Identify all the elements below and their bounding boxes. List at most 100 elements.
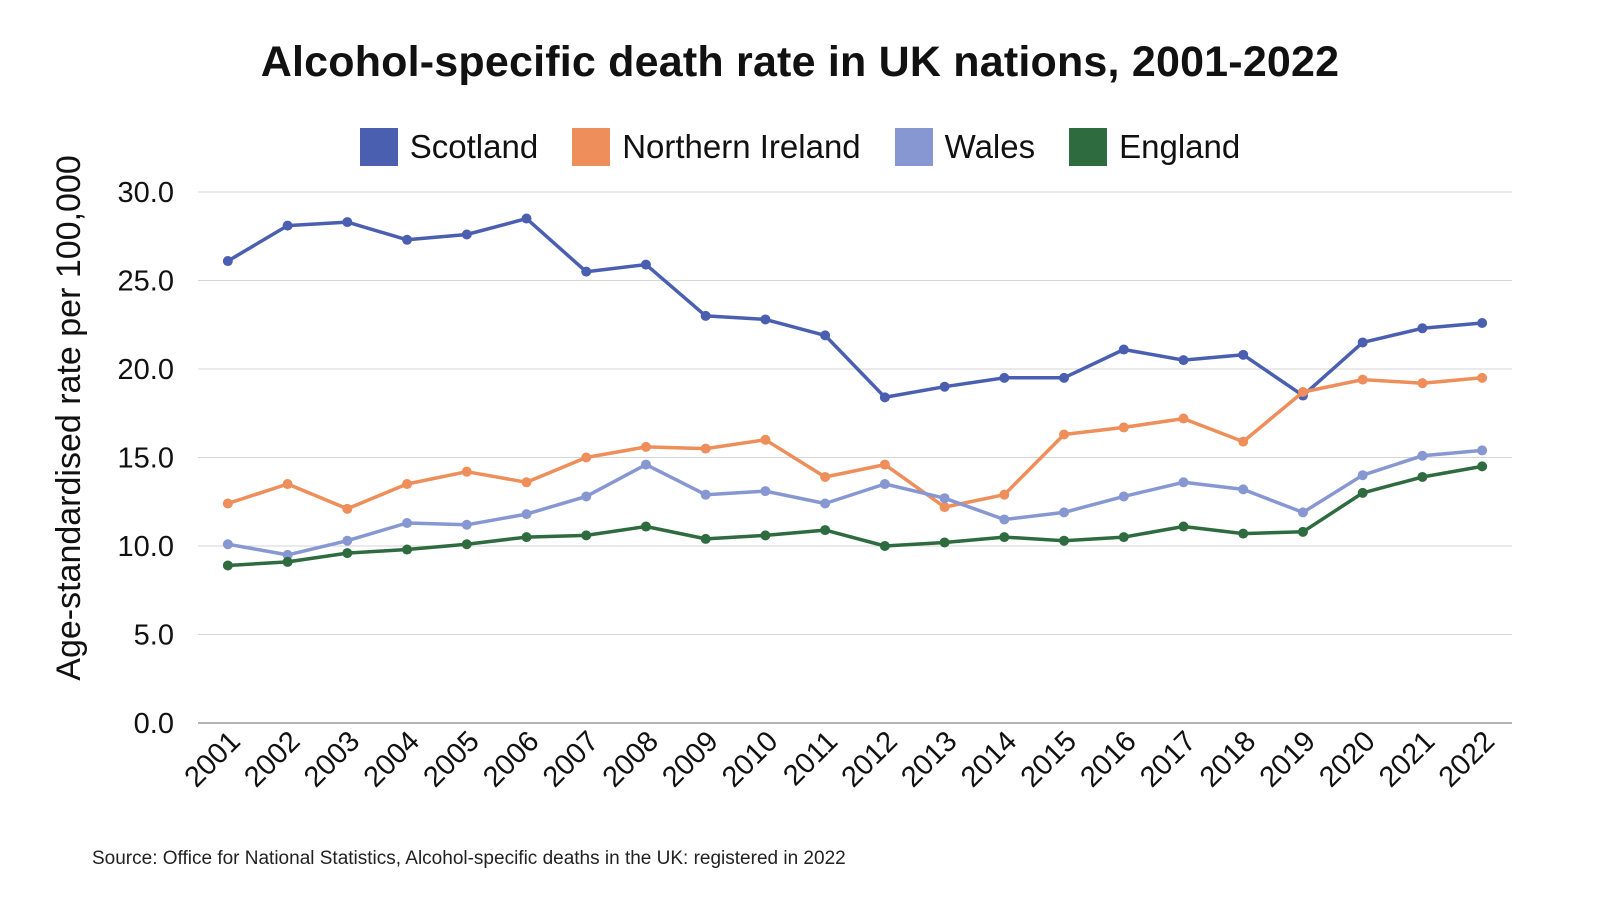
legend-item-scotland: Scotland — [359, 128, 538, 166]
legend: Scotland Northern Ireland Wales England — [0, 128, 1600, 166]
data-point-england — [1059, 535, 1070, 546]
data-point-wales — [760, 486, 771, 497]
data-point-northern-ireland — [879, 459, 890, 470]
data-point-wales — [879, 479, 890, 490]
data-point-england — [879, 541, 890, 551]
data-point-northern-ireland — [222, 498, 233, 509]
y-axis-label: Age-standardised rate per 100,000 — [50, 155, 88, 680]
data-point-scotland — [1178, 355, 1189, 366]
data-point-scotland — [1118, 344, 1129, 355]
data-point-england — [1357, 487, 1368, 498]
data-point-scotland — [581, 266, 592, 277]
data-point-wales — [1059, 507, 1070, 518]
data-point-northern-ireland — [282, 479, 293, 490]
x-axis-ticks: 2001200220032004200520062007200820092010… — [179, 725, 1502, 793]
legend-swatch — [572, 128, 611, 166]
data-point-northern-ireland — [640, 441, 651, 452]
data-point-northern-ireland — [1297, 387, 1308, 398]
data-point-scotland — [1238, 349, 1249, 360]
data-point-wales — [999, 514, 1010, 525]
y-tick-label: 0.0 — [134, 708, 174, 740]
data-point-wales — [640, 459, 651, 470]
x-tick-label: 2008 — [597, 725, 665, 793]
legend-swatch — [1069, 128, 1108, 166]
series-scotland — [222, 213, 1488, 403]
data-point-wales — [461, 519, 472, 530]
data-point-northern-ireland — [820, 471, 831, 482]
data-point-england — [521, 532, 532, 543]
data-point-england — [999, 532, 1010, 543]
data-point-scotland — [760, 314, 771, 325]
data-point-northern-ireland — [581, 452, 592, 463]
data-point-scotland — [521, 213, 532, 224]
data-point-scotland — [1477, 317, 1488, 328]
x-tick-label: 2005 — [417, 725, 485, 793]
data-point-wales — [820, 498, 831, 509]
data-point-england — [1417, 471, 1428, 482]
x-tick-label: 2019 — [1254, 725, 1322, 793]
data-point-northern-ireland — [1477, 372, 1488, 383]
data-point-northern-ireland — [1238, 436, 1249, 447]
x-tick-label: 2018 — [1194, 725, 1262, 793]
data-point-northern-ireland — [1118, 422, 1129, 433]
y-axis-ticks: 0.0 5.0 10.0 15.0 20.0 25.0 30.0 — [118, 177, 174, 740]
data-point-scotland — [282, 220, 293, 231]
data-point-northern-ireland — [402, 479, 413, 490]
x-tick-label: 2021 — [1373, 725, 1441, 793]
data-point-england — [222, 560, 233, 571]
data-point-northern-ireland — [1178, 413, 1189, 424]
data-point-scotland — [879, 392, 890, 403]
data-point-northern-ireland — [939, 502, 950, 513]
data-point-wales — [1297, 507, 1308, 518]
series-line-northern-ireland — [226, 376, 1484, 511]
data-point-northern-ireland — [461, 466, 472, 477]
x-tick-label: 2014 — [955, 725, 1023, 793]
data-point-northern-ireland — [342, 503, 353, 514]
data-point-wales — [1238, 484, 1249, 495]
data-point-scotland — [1417, 323, 1428, 334]
data-point-northern-ireland — [1357, 374, 1368, 385]
data-point-england — [282, 556, 293, 567]
legend-swatch — [359, 128, 398, 166]
data-point-wales — [521, 509, 532, 520]
series-line-wales — [226, 448, 1484, 557]
data-point-england — [700, 533, 711, 544]
y-tick-label: 20.0 — [118, 354, 174, 386]
data-point-england — [939, 537, 950, 548]
data-point-scotland — [1059, 372, 1070, 383]
data-point-england — [1178, 521, 1189, 532]
data-point-scotland — [1357, 337, 1368, 348]
data-point-wales — [1477, 445, 1488, 456]
series-england — [222, 461, 1488, 571]
data-point-scotland — [820, 330, 831, 341]
data-point-scotland — [461, 229, 472, 240]
y-tick-label: 10.0 — [118, 531, 174, 563]
data-point-wales — [1417, 450, 1428, 461]
data-point-scotland — [700, 310, 711, 321]
y-tick-label: 5.0 — [134, 620, 174, 652]
legend-item-england: England — [1069, 128, 1240, 166]
legend-label: England — [1119, 128, 1241, 165]
x-tick-label: 2020 — [1313, 725, 1381, 793]
data-point-northern-ireland — [1059, 429, 1070, 440]
x-tick-label: 2002 — [238, 725, 306, 793]
legend-swatch — [894, 128, 933, 166]
data-point-england — [1477, 461, 1488, 472]
data-point-wales — [402, 517, 413, 528]
y-tick-label: 15.0 — [118, 443, 174, 475]
x-tick-label: 2012 — [836, 725, 904, 793]
data-point-england — [640, 521, 651, 532]
legend-item-wales: Wales — [894, 128, 1036, 166]
data-point-northern-ireland — [521, 477, 532, 488]
legend-label: Northern Ireland — [622, 128, 861, 165]
data-point-wales — [222, 539, 233, 550]
series-line-scotland — [226, 216, 1484, 400]
data-point-wales — [939, 493, 950, 504]
y-tick-label: 25.0 — [118, 266, 174, 298]
x-tick-label: 2013 — [895, 725, 963, 793]
data-point-scotland — [222, 256, 233, 267]
data-point-england — [461, 539, 472, 550]
legend-label: Wales — [944, 128, 1036, 165]
data-point-northern-ireland — [1417, 378, 1428, 389]
